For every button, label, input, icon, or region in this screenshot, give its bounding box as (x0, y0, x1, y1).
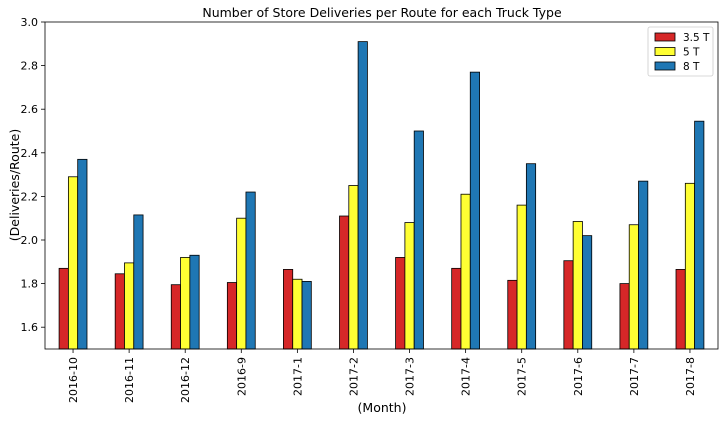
x-tick-label: 2016-12 (179, 357, 192, 403)
x-tick-label: 2016-11 (123, 357, 136, 403)
bar-2017-7-5T (628, 224, 639, 350)
bar-2017-2-5T (348, 185, 359, 350)
bar-2017-4-5T (460, 193, 471, 350)
x-tick-label: 2017-8 (684, 357, 697, 396)
y-tick-label: 3.0 (21, 16, 39, 29)
bar-2016-9-8T (245, 191, 256, 350)
x-tick-label: 2017-6 (572, 357, 585, 396)
legend-swatch (654, 32, 676, 42)
bar-2017-6-8T (582, 235, 593, 350)
bar-2017-6-35T (563, 260, 574, 350)
bar-2017-2-8T (357, 41, 368, 350)
bar-2017-7-35T (619, 283, 630, 350)
x-tick-label: 2017-1 (291, 357, 304, 396)
bar-2017-5-8T (525, 163, 537, 350)
bar-2017-3-8T (413, 130, 424, 350)
bar-2017-1-5T (292, 278, 303, 350)
bar-2017-8-35T (675, 269, 686, 350)
y-axis: 1.6 1.8 2.0 2.2 2.4 2.6 2.8 3.0 (21, 16, 45, 334)
y-tick-label: 1.8 (21, 278, 39, 291)
bar-2016-10-5T (67, 176, 79, 350)
bar-2016-10-8T (77, 158, 88, 350)
x-axis: 2016-10 2016-11 2016-12 2016-9 2017-1 2017-2 2… (67, 349, 697, 403)
y-tick-label: 1.6 (21, 321, 39, 334)
y-axis-label: (Deliveries/Route) (7, 129, 22, 241)
bar-2016-12-35T (170, 284, 181, 350)
bar-2017-3-5T (404, 222, 415, 350)
y-tick-label: 2.4 (21, 147, 39, 160)
legend-swatch (654, 47, 676, 56)
y-tick-label: 2.6 (21, 103, 39, 116)
bar-2017-5-35T (507, 279, 518, 350)
bar-2016-9-35T (226, 282, 238, 350)
bar-2017-1-8T (301, 281, 312, 350)
bar-2016-11-8T (133, 214, 144, 350)
bar-2017-1-35T (283, 269, 294, 350)
y-tick-label: 2.0 (21, 234, 39, 247)
bar-2017-8-8T (694, 120, 705, 350)
x-tick-label: 2017-3 (404, 357, 417, 396)
y-tick-label: 2.2 (21, 190, 39, 203)
bar-2016-12-5T (180, 257, 191, 350)
bar-2016-9-5T (236, 217, 247, 350)
x-tick-label: 2017-2 (347, 357, 360, 396)
legend-label: 5 T (683, 47, 700, 59)
x-tick-label: 2016-9 (235, 357, 248, 396)
chart-title: Number of Store Deliveries per Route for… (202, 5, 562, 20)
y-tick-label: 2.8 (21, 60, 39, 73)
plot-frame (44, 21, 719, 350)
bar-2017-8-5T (684, 182, 696, 350)
x-tick-label: 2016-10 (67, 357, 80, 403)
x-tick-label: 2017-5 (516, 357, 529, 396)
x-tick-label: 2017-4 (460, 357, 473, 396)
bar-2017-5-5T (516, 204, 527, 350)
legend-label: 8 T (683, 61, 700, 73)
bar-2016-12-8T (189, 254, 200, 350)
bar-2016-11-35T (114, 273, 125, 350)
legend-label: 3.5 T (683, 32, 710, 44)
bar-2016-11-5T (124, 262, 135, 350)
x-axis-label: (Month) (358, 400, 407, 415)
legend-swatch (654, 61, 676, 71)
bars-layer (58, 41, 705, 350)
x-tick-label: 2017-7 (628, 357, 641, 396)
bar-2017-2-35T (339, 215, 350, 350)
bar-2017-7-8T (638, 180, 649, 350)
legend: 3.5 T 5 T 8 T (647, 26, 714, 77)
bar-2017-4-8T (469, 71, 480, 350)
bar-2017-4-35T (451, 267, 462, 350)
bar-2017-6-5T (572, 221, 583, 350)
bar-2017-3-35T (395, 257, 406, 350)
bar-2016-10-35T (58, 267, 69, 350)
